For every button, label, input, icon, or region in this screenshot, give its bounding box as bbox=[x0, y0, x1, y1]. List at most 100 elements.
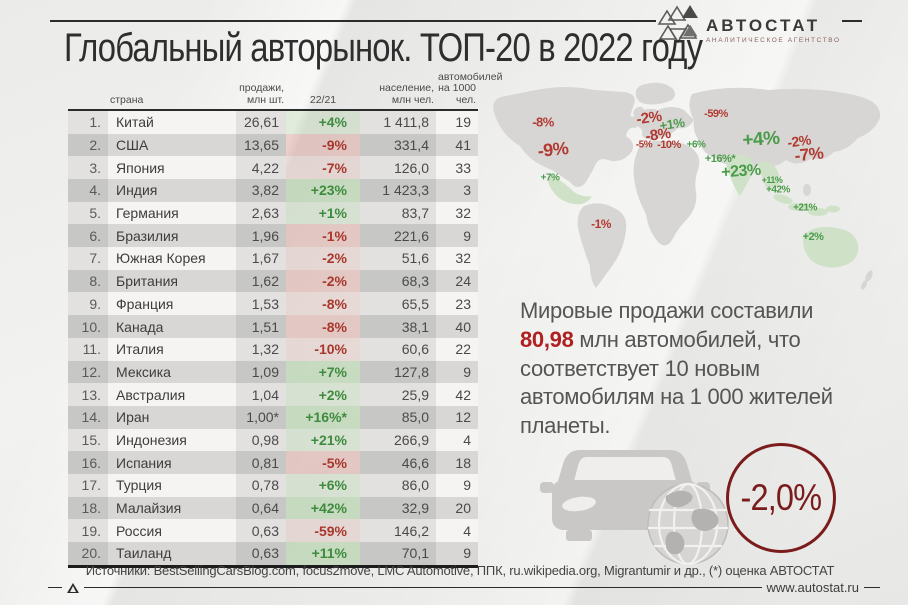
world-change-badge: -2,0% bbox=[726, 443, 836, 553]
delta-icon bbox=[67, 582, 79, 593]
table-header: страна продажи, млн шт. 22/21 население,… bbox=[68, 71, 503, 111]
yoy-cell: -2% bbox=[286, 247, 360, 270]
table-row: 5. Германия 2,63 +1% 83,7 32 bbox=[68, 201, 478, 225]
country-cell: США bbox=[108, 133, 236, 157]
population-cell: 266,9 bbox=[360, 428, 436, 452]
sales-cell: 1,32 bbox=[236, 337, 286, 361]
rank-cell: 7. bbox=[68, 247, 108, 270]
population-cell: 127,8 bbox=[360, 360, 436, 384]
rank-cell: 13. bbox=[68, 383, 108, 406]
yoy-cell: -1% bbox=[286, 224, 360, 248]
per1000-cell: 9 bbox=[436, 224, 478, 248]
top20-table: страна продажи, млн шт. 22/21 население,… bbox=[68, 71, 503, 568]
country-cell: Япония bbox=[108, 156, 236, 180]
country-cell: Турция bbox=[108, 473, 236, 497]
country-cell: Малайзия bbox=[108, 496, 236, 520]
website-link[interactable]: www.autostat.ru bbox=[766, 580, 860, 595]
table-row: 2. США 13,65 -9% 331,4 41 bbox=[68, 133, 478, 157]
table-row: 10. Канада 1,51 -8% 38,1 40 bbox=[68, 315, 478, 338]
population-cell: 85,0 bbox=[360, 405, 436, 429]
map-label-india: +23% bbox=[720, 161, 762, 182]
population-cell: 86,0 bbox=[360, 473, 436, 497]
rank-cell: 6. bbox=[68, 224, 108, 248]
yoy-cell: -10% bbox=[286, 337, 360, 361]
map-label-iran: +16%* bbox=[704, 153, 736, 165]
rank-cell: 4. bbox=[68, 179, 108, 202]
sources-line: Источники: BestSellingCarsBlog.com, focu… bbox=[85, 563, 835, 578]
autostat-logo: АВТОСТАТ АНАЛИТИЧЕСКОЕ АГЕНТСТВО bbox=[656, 4, 841, 51]
country-cell: Франция bbox=[108, 292, 236, 316]
table-row: 8. Британия 1,62 -2% 68,3 24 bbox=[68, 269, 478, 293]
population-cell: 25,9 bbox=[360, 383, 436, 406]
per1000-cell: 33 bbox=[436, 156, 478, 180]
yoy-cell: +42% bbox=[286, 496, 360, 520]
country-cell: Бразилия bbox=[108, 224, 236, 248]
map-label-russia: -59% bbox=[704, 108, 728, 120]
rank-cell: 8. bbox=[68, 269, 108, 293]
map-label-italy: -10% bbox=[657, 139, 681, 151]
population-cell: 65,5 bbox=[360, 292, 436, 316]
yoy-cell: -7% bbox=[286, 156, 360, 180]
country-cell: Германия bbox=[108, 201, 236, 225]
yoy-cell: +11% bbox=[286, 542, 360, 567]
yoy-cell: +21% bbox=[286, 428, 360, 452]
population-cell: 146,2 bbox=[360, 519, 436, 543]
per1000-cell: 19 bbox=[436, 109, 478, 134]
rank-cell: 15. bbox=[68, 428, 108, 452]
sales-cell: 0,98 bbox=[236, 428, 286, 452]
rank-cell: 2. bbox=[68, 133, 108, 157]
summary-after: млн автомобилей, что соответствует 10 но… bbox=[520, 326, 833, 439]
country-cell: Австралия bbox=[108, 383, 236, 406]
map-label-spain: -5% bbox=[635, 139, 653, 151]
table-row: 14. Иран 1,00* +16%* 85,0 12 bbox=[68, 405, 478, 429]
table-row: 4. Индия 3,82 +23% 1 423,3 3 bbox=[68, 179, 478, 202]
population-cell: 38,1 bbox=[360, 315, 436, 338]
yoy-cell: +16%* bbox=[286, 405, 360, 429]
table-row: 11. Италия 1,32 -10% 60,6 22 bbox=[68, 337, 478, 361]
population-cell: 51,6 bbox=[360, 247, 436, 270]
per1000-cell: 4 bbox=[436, 428, 478, 452]
yoy-cell: +2% bbox=[286, 383, 360, 406]
world-map-graphic bbox=[493, 82, 881, 290]
map-label-mexico: +7% bbox=[540, 172, 560, 184]
yoy-cell: +6% bbox=[286, 473, 360, 497]
sales-cell: 1,53 bbox=[236, 292, 286, 316]
yoy-cell: -2% bbox=[286, 269, 360, 293]
sales-cell: 1,62 bbox=[236, 269, 286, 293]
per1000-cell: 9 bbox=[436, 473, 478, 497]
sales-cell: 1,96 bbox=[236, 224, 286, 248]
population-cell: 83,7 bbox=[360, 201, 436, 225]
yoy-cell: -9% bbox=[286, 133, 360, 157]
sales-cell: 0,81 bbox=[236, 451, 286, 474]
per1000-cell: 18 bbox=[436, 451, 478, 474]
table-row: 17. Турция 0,78 +6% 86,0 9 bbox=[68, 473, 478, 497]
rank-cell: 12. bbox=[68, 360, 108, 384]
country-cell: Индонезия bbox=[108, 428, 236, 452]
map-label-australia: +2% bbox=[802, 231, 824, 243]
per1000-cell: 24 bbox=[436, 269, 478, 293]
table-row: 15. Индонезия 0,98 +21% 266,9 4 bbox=[68, 428, 478, 452]
country-cell: Британия bbox=[108, 269, 236, 293]
sales-cell: 1,67 bbox=[236, 247, 286, 270]
table-row: 18. Малайзия 0,64 +42% 32,9 20 bbox=[68, 496, 478, 520]
table-body: 1. Китай 26,61 +4% 1 411,8 19 2. США 13,… bbox=[68, 109, 478, 567]
top-rule bbox=[50, 20, 656, 22]
yoy-cell: -5% bbox=[286, 451, 360, 474]
table-row: 6. Бразилия 1,96 -1% 221,6 9 bbox=[68, 224, 478, 248]
sales-cell: 13,65 bbox=[236, 133, 286, 157]
top-rule-right bbox=[842, 20, 862, 22]
header-rank bbox=[68, 72, 108, 111]
header-population: население, млн чел. bbox=[360, 72, 436, 111]
sales-cell: 3,82 bbox=[236, 179, 286, 202]
country-cell: Испания bbox=[108, 451, 236, 474]
per1000-cell: 40 bbox=[436, 315, 478, 338]
population-cell: 46,6 bbox=[360, 451, 436, 474]
rank-cell: 18. bbox=[68, 496, 108, 520]
table-row: 16. Испания 0,81 -5% 46,6 18 bbox=[68, 451, 478, 474]
yoy-cell: -59% bbox=[286, 519, 360, 543]
per1000-cell: 4 bbox=[436, 519, 478, 543]
population-cell: 221,6 bbox=[360, 224, 436, 248]
autostat-logo-icon bbox=[656, 4, 702, 51]
sales-cell: 4,22 bbox=[236, 156, 286, 180]
